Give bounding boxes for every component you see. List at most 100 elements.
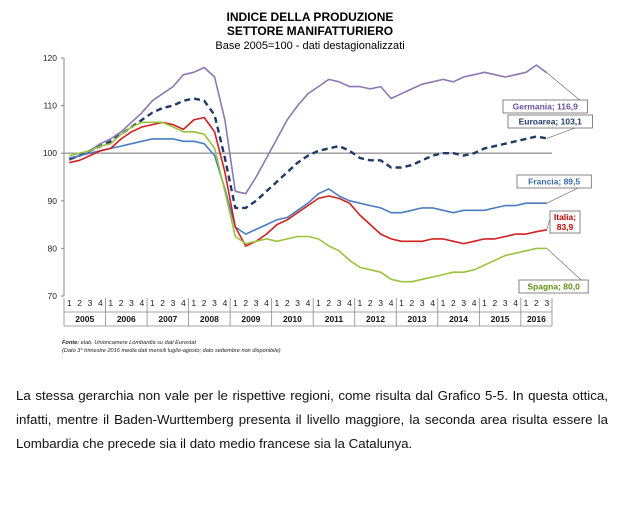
x-quarter-label: 1 [399, 298, 404, 308]
x-quarter-label: 4 [430, 298, 435, 308]
series-label-value: 83,9 [557, 222, 574, 232]
source-label: Fonte: [62, 340, 79, 346]
x-quarter-label: 3 [461, 298, 466, 308]
production-index-chart: INDICE DELLA PRODUZIONE SETTORE MANIFATT… [43, 10, 593, 354]
series-label-euroarea: Euroarea; 103,1 [507, 114, 593, 139]
x-quarter-label: 3 [378, 298, 383, 308]
series-label-text: Germania; 116,9 [513, 102, 578, 112]
x-quarter-label: 1 [482, 298, 487, 308]
x-year-label: 2010 [283, 314, 302, 324]
series-line-francia [69, 138, 547, 235]
series-label-germania: Germania; 116,9 [502, 72, 588, 114]
x-quarter-label: 2 [160, 298, 165, 308]
x-quarter-label: 2 [368, 298, 373, 308]
x-quarter-label: 1 [150, 298, 155, 308]
x-quarter-label: 4 [347, 298, 352, 308]
x-quarter-label: 2 [119, 298, 124, 308]
series-line-germania [68, 64, 548, 195]
x-quarter-label: 2 [202, 298, 207, 308]
x-quarter-label: 2 [409, 298, 414, 308]
y-tick-label: 90 [48, 196, 58, 206]
x-year-label: 2008 [200, 314, 219, 324]
x-quarter-label: 1 [191, 298, 196, 308]
x-quarter-label: 2 [77, 298, 82, 308]
x-quarter-label: 1 [316, 298, 321, 308]
y-tick-label: 100 [43, 148, 57, 158]
x-year-label: 2006 [117, 314, 136, 324]
series-label-box [518, 279, 589, 294]
y-tick-label: 70 [48, 291, 58, 301]
source-note: (Dato 3° trimestre 2016 media dati mensi… [62, 348, 281, 354]
series-label-italia: Italia;83,9 [546, 210, 581, 234]
x-year-label: 2012 [366, 314, 385, 324]
x-year-label: 2013 [408, 314, 427, 324]
x-quarter-label: 4 [513, 298, 518, 308]
x-year-label: 2011 [325, 314, 344, 324]
source-text: elab. Unioncamere Lombardia su dati Euro… [79, 340, 196, 346]
chart-title-line-2: SETTORE MANIFATTURIERO [227, 24, 393, 38]
series-label-box [549, 210, 581, 234]
x-quarter-label: 1 [441, 298, 446, 308]
series-label-text: Euroarea; 103,1 [519, 117, 583, 127]
series-label-box [507, 114, 593, 129]
series-label-name: Italia; [554, 212, 576, 222]
series-label-text: Francia; 89,5 [528, 177, 580, 187]
x-quarter-label: 1 [358, 298, 363, 308]
series-label-francia: Francia; 89,5 [516, 174, 592, 204]
series-label-leader [546, 218, 551, 230]
y-tick-label: 120 [43, 53, 57, 63]
x-quarter-label: 3 [212, 298, 217, 308]
x-quarter-label: 2 [534, 298, 539, 308]
y-tick-label: 110 [43, 101, 57, 111]
series-label-spagna: Spagna; 80,0 [518, 248, 589, 294]
source-line: Fonte: elab. Unioncamere Lombardia su da… [62, 340, 196, 346]
series-line-spagna [69, 121, 547, 283]
x-quarter-label: 4 [223, 298, 228, 308]
x-quarter-label: 3 [337, 298, 342, 308]
x-year-label: 2016 [527, 314, 546, 324]
x-quarter-label: 3 [88, 298, 93, 308]
series-label-box [502, 99, 588, 114]
x-quarter-label: 4 [181, 298, 186, 308]
x-quarter-label: 3 [544, 298, 549, 308]
x-quarter-label: 2 [326, 298, 331, 308]
x-year-label: 2005 [75, 314, 94, 324]
x-quarter-label: 2 [285, 298, 290, 308]
x-quarter-label: 2 [493, 298, 498, 308]
series-line-euroarea [68, 97, 548, 210]
x-quarter-label: 3 [254, 298, 259, 308]
x-year-label: 2009 [241, 314, 260, 324]
x-quarter-label: 1 [108, 298, 113, 308]
x-year-label: 2015 [491, 314, 510, 324]
x-quarter-label: 3 [295, 298, 300, 308]
x-year-label: 2007 [158, 314, 177, 324]
x-quarter-label: 4 [306, 298, 311, 308]
x-year-label: 2014 [449, 314, 468, 324]
x-quarter-label: 1 [233, 298, 238, 308]
y-axis: 70 80 90 100 110 120 [43, 53, 65, 301]
x-quarter-label: 4 [472, 298, 477, 308]
body-paragraph: La stessa gerarchia non vale per le risp… [16, 388, 608, 451]
x-quarter-label: 3 [503, 298, 508, 308]
x-quarter-label: 1 [274, 298, 279, 308]
x-quarter-label: 1 [524, 298, 529, 308]
series-label-layer: Germania; 116,9 Euroarea; 103,1 Francia; 8… [502, 72, 593, 294]
chart-subtitle: Base 2005=100 - dati destagionalizzati [215, 40, 404, 52]
chart-title-line-1: INDICE DELLA PRODUZIONE [227, 10, 394, 24]
x-quarter-label: 3 [129, 298, 134, 308]
x-quarter-label: 3 [420, 298, 425, 308]
x-quarter-label: 3 [171, 298, 176, 308]
series-label-box [516, 174, 592, 189]
series-line-italia [69, 116, 547, 247]
series-label-text: Spagna; 80,0 [527, 282, 580, 292]
x-quarter-label: 4 [98, 298, 103, 308]
x-quarter-label: 2 [243, 298, 248, 308]
x-quarter-label: 4 [389, 298, 394, 308]
x-quarter-label: 4 [140, 298, 145, 308]
series-layer [68, 64, 548, 283]
x-quarter-label: 1 [67, 298, 72, 308]
y-tick-label: 80 [48, 243, 58, 253]
x-quarter-label: 4 [264, 298, 269, 308]
x-quarter-label: 2 [451, 298, 456, 308]
